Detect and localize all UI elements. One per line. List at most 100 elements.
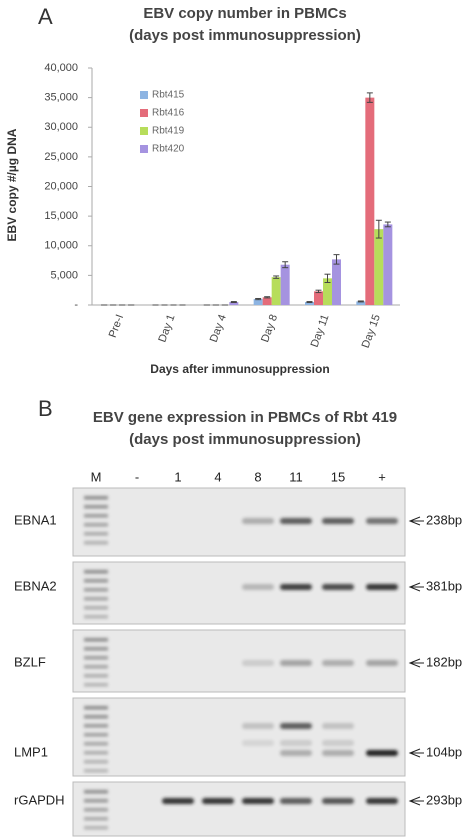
lane-label: 11 — [289, 469, 303, 484]
gel-band — [242, 740, 274, 746]
x-tick-label: Pre-I — [107, 313, 126, 340]
panel-label: B — [38, 396, 53, 421]
gel-band — [366, 518, 398, 524]
legend-swatch — [140, 109, 148, 117]
error-bar — [384, 221, 391, 228]
size-label: 238bp — [426, 512, 462, 527]
gene-label: EBNA2 — [14, 578, 57, 593]
gel-band — [162, 798, 194, 804]
x-tick-label: Day 4 — [208, 313, 229, 344]
legend-label: Rbt420 — [152, 144, 185, 155]
gel-band — [280, 584, 312, 590]
marker-band — [84, 505, 108, 509]
gel-band — [242, 518, 274, 524]
bar — [332, 259, 341, 305]
chart-subtitle: (days post immunosuppression) — [129, 27, 361, 44]
gel-band — [280, 798, 312, 804]
y-axis-label: EBV copy #/µg DNA — [5, 128, 19, 241]
marker-band — [84, 826, 108, 830]
gel-image — [72, 487, 406, 557]
gel-band — [322, 584, 354, 590]
gel-band — [322, 518, 354, 524]
marker-band — [84, 647, 108, 651]
marker-band — [84, 579, 108, 583]
bar — [271, 277, 281, 305]
gel-image — [72, 629, 406, 693]
size-arrow — [408, 658, 424, 668]
legend-swatch — [140, 91, 148, 99]
marker-band — [84, 808, 108, 812]
size-arrow — [408, 582, 424, 592]
lane-label: - — [135, 469, 139, 484]
gel-image — [72, 697, 406, 777]
gel-band — [322, 723, 354, 729]
gel-band — [366, 750, 398, 756]
gel-image — [72, 561, 406, 625]
y-tick-label: 30,000 — [44, 121, 78, 133]
y-tick-label: 20,000 — [44, 180, 78, 192]
x-tick-label: Day 1 — [156, 313, 177, 344]
gel-band — [322, 750, 354, 756]
legend-swatch — [140, 127, 148, 135]
lane-label: 15 — [331, 469, 345, 484]
marker-band — [84, 769, 108, 773]
gel-band — [280, 518, 312, 524]
error-bar — [282, 261, 289, 269]
gene-label: rGAPDH — [14, 792, 65, 807]
size-label: 104bp — [426, 744, 462, 759]
marker-band — [84, 638, 108, 642]
gene-label: LMP1 — [14, 744, 48, 759]
size-label: 182bp — [426, 654, 462, 669]
bar — [314, 291, 323, 305]
gel-band — [202, 798, 234, 804]
legend-swatch — [140, 145, 148, 153]
error-bar — [230, 301, 237, 304]
gel-band — [280, 660, 312, 666]
marker-band — [84, 597, 108, 601]
marker-band — [84, 733, 108, 737]
legend-label: Rbt419 — [152, 126, 185, 137]
marker-band — [84, 541, 108, 545]
marker-band — [84, 656, 108, 660]
marker-band — [84, 496, 108, 500]
error-bar — [264, 296, 271, 299]
error-bar — [357, 300, 364, 303]
legend-label: Rbt415 — [152, 90, 185, 101]
error-bar — [324, 273, 331, 283]
gel-band — [242, 584, 274, 590]
gel-image — [72, 781, 406, 837]
marker-band — [84, 817, 108, 821]
marker-band — [84, 683, 108, 687]
lane-label: M — [91, 469, 102, 484]
bar — [280, 264, 290, 305]
legend-label: Rbt416 — [152, 108, 185, 119]
gel-band — [322, 740, 354, 746]
gel-band — [280, 750, 312, 756]
gel-band — [322, 798, 354, 804]
error-bar — [255, 297, 262, 301]
size-arrow — [408, 796, 424, 806]
x-tick-label: Day 15 — [360, 313, 383, 350]
error-bar — [333, 254, 340, 265]
marker-band — [84, 532, 108, 536]
marker-band — [84, 715, 108, 719]
x-tick-label: Day 11 — [309, 313, 332, 349]
bar — [262, 297, 272, 305]
bar — [383, 224, 393, 305]
error-bar — [273, 275, 280, 279]
lane-label: 1 — [174, 469, 181, 484]
gel-band — [322, 660, 354, 666]
bar — [365, 97, 375, 305]
y-tick-label: - — [74, 299, 78, 311]
size-arrow — [408, 748, 424, 758]
bar — [229, 302, 239, 305]
gel-band — [366, 660, 398, 666]
marker-band — [84, 588, 108, 592]
marker-band — [84, 665, 108, 669]
gel-band — [366, 584, 398, 590]
gel-band — [242, 723, 274, 729]
gel-band — [280, 723, 312, 729]
y-tick-label: 5,000 — [50, 269, 78, 281]
bar — [305, 302, 314, 305]
